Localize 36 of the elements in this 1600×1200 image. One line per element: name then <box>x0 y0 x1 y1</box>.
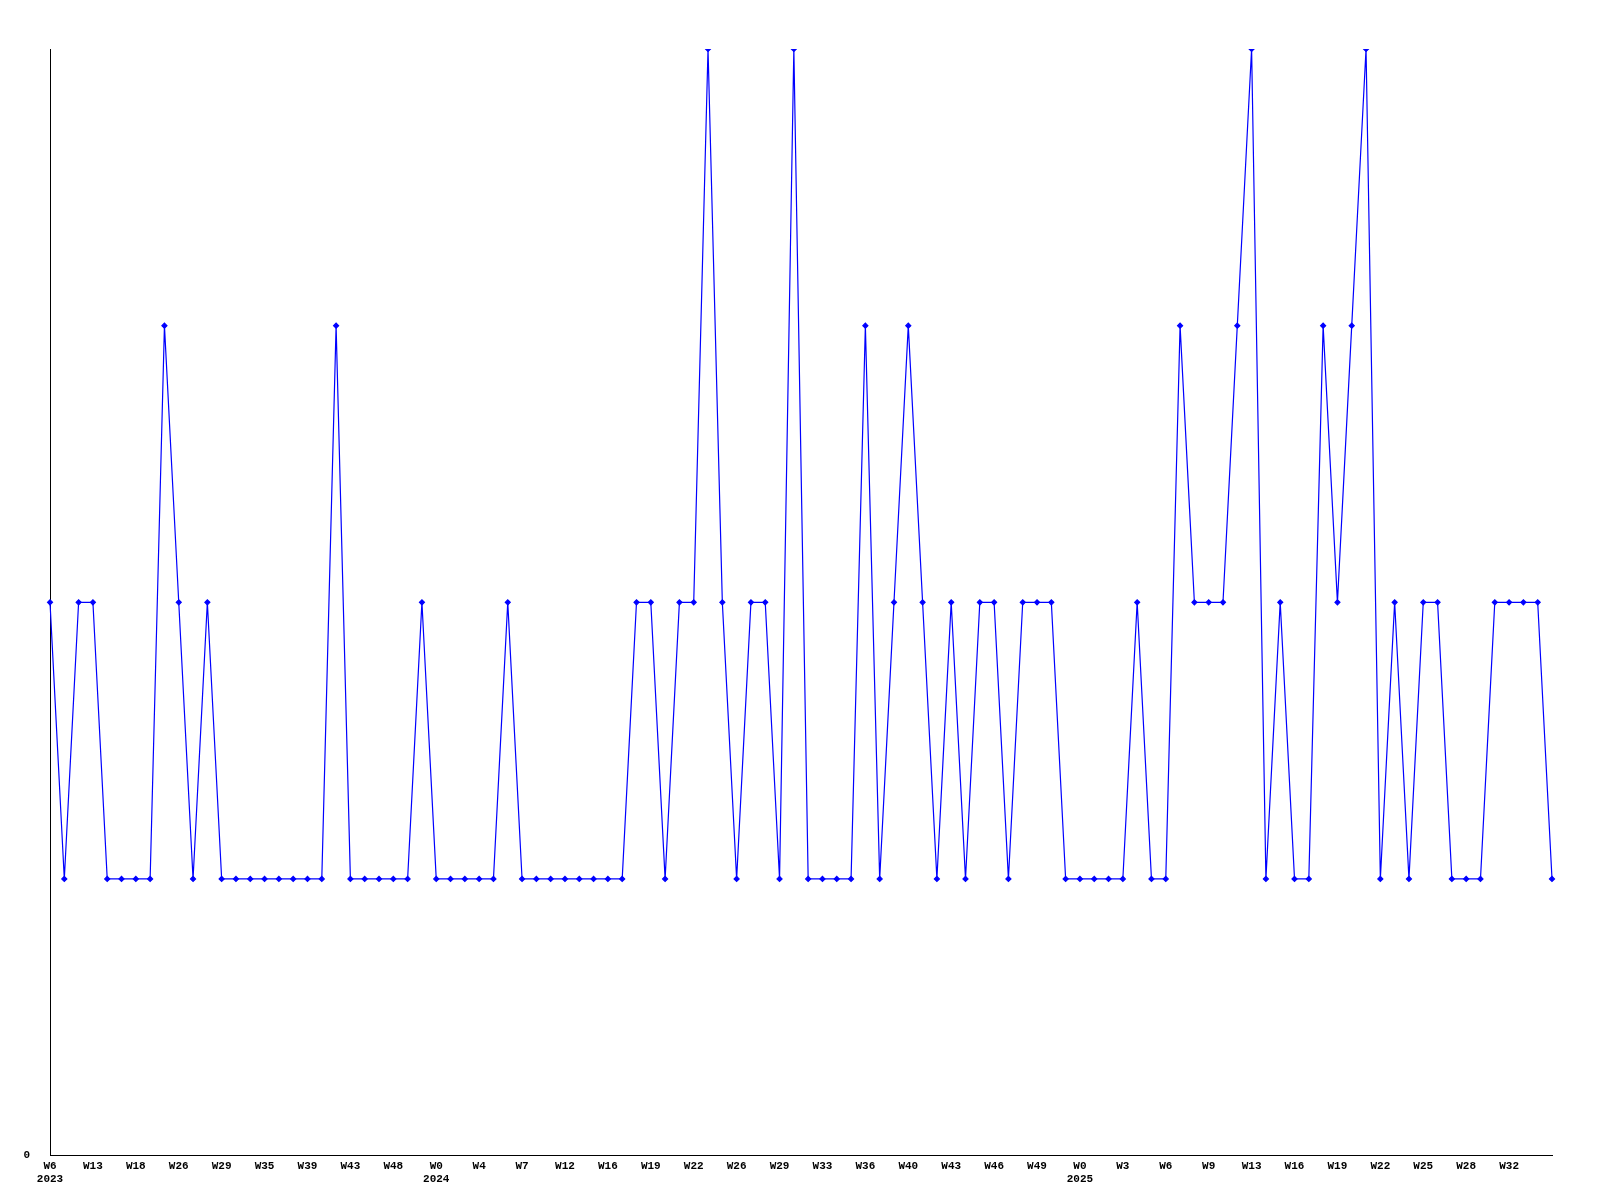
x-tick-label: W26 <box>168 1159 189 1172</box>
x-tick-label: W13 <box>83 1159 104 1172</box>
x-tick-label: W4 <box>472 1159 487 1172</box>
x-tick-label: W16 <box>1284 1159 1305 1172</box>
x-tick-label: W29 <box>769 1159 790 1172</box>
x-tick-label: W35 <box>254 1159 275 1172</box>
x-tick-label: W49 <box>1027 1159 1047 1172</box>
x-tick-label: W43 <box>340 1159 361 1172</box>
x-tick-label: W40 <box>898 1159 919 1172</box>
x-tick-label: W22 <box>683 1159 704 1172</box>
x-tick-label: W32 <box>1499 1159 1519 1172</box>
x-tick-label: W6 <box>1159 1159 1173 1172</box>
x-tick-label: W6 2023 <box>36 1159 64 1186</box>
x-tick-label: W13 <box>1241 1159 1262 1172</box>
x-tick-label: W36 <box>855 1159 876 1172</box>
x-tick-label: W26 <box>726 1159 747 1172</box>
x-tick-label: W43 <box>941 1159 962 1172</box>
x-tick-label: W18 <box>125 1159 147 1172</box>
text: 0 <box>23 1149 30 1162</box>
x-tick-label: W25 <box>1413 1159 1434 1172</box>
x-tick-label: W16 <box>597 1159 618 1172</box>
x-tick-label: W9 <box>1202 1159 1216 1172</box>
x-tick-label: W22 <box>1370 1159 1391 1172</box>
x-tick-label: W33 <box>812 1159 833 1172</box>
x-tick-label: W3 <box>1116 1159 1130 1172</box>
x-tick-label: W12 <box>555 1159 575 1172</box>
x-tick-label: W48 <box>383 1159 404 1172</box>
x-tick-label: W19 <box>1327 1159 1348 1172</box>
x-tick-label: W46 <box>984 1159 1005 1172</box>
x-tick-label: W0 2024 <box>423 1159 450 1186</box>
x-tick-label: W7 <box>515 1159 529 1172</box>
x-tick-label: W39 <box>297 1159 318 1172</box>
x-tick-label: W0 2025 <box>1066 1159 1094 1186</box>
x-tick-label: W29 <box>211 1159 232 1172</box>
x-tick-label: W28 <box>1456 1159 1477 1172</box>
x-tick-label: W19 <box>640 1159 661 1172</box>
